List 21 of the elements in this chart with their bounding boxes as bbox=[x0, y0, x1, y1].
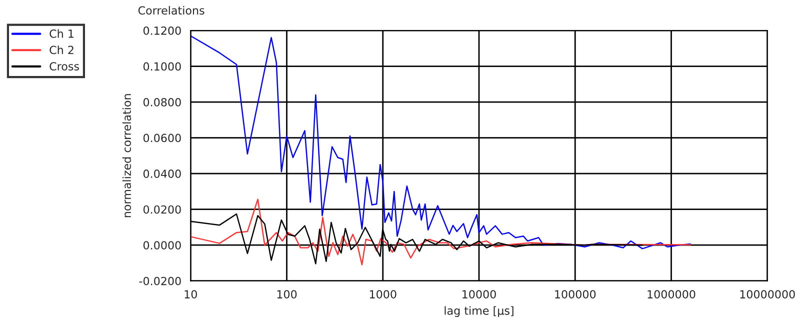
legend-label: Ch 1 bbox=[50, 29, 74, 38]
x-tick-label: 100 bbox=[277, 290, 297, 299]
y-tick-label: 0.0200 bbox=[143, 205, 181, 214]
y-tick-label: -0.0200 bbox=[139, 276, 181, 286]
x-tick-label: 10 bbox=[184, 290, 197, 299]
y-tick-label: 0.1200 bbox=[143, 26, 181, 35]
legend-label: Ch 2 bbox=[50, 46, 74, 54]
legend-label: Cross bbox=[50, 62, 79, 70]
y-axis-title: normalized correlation bbox=[122, 94, 132, 218]
y-tick-label: 0.0600 bbox=[143, 134, 181, 142]
x-axis-title: lag time [µs] bbox=[444, 306, 514, 317]
y-tick-label: 0.0800 bbox=[143, 98, 181, 106]
x-tick-label: 100000 bbox=[555, 290, 596, 299]
x-tick-label: 1000000 bbox=[648, 290, 696, 299]
x-tick-label: 10000000 bbox=[740, 290, 795, 299]
y-tick-label: 0.1000 bbox=[143, 62, 181, 71]
x-tick-label: 10000 bbox=[462, 290, 496, 299]
x-tick-label: 1000 bbox=[370, 290, 396, 299]
chart-title: Correlations bbox=[138, 6, 204, 15]
y-tick-label: 0.0000 bbox=[143, 241, 181, 250]
y-tick-label: 0.0400 bbox=[143, 170, 181, 178]
